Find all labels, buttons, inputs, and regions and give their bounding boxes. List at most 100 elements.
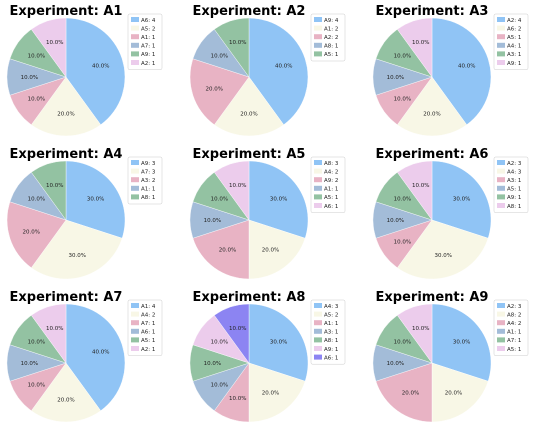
slice-percent-label: 10.0% <box>394 197 411 203</box>
slice-percent-label: 30.0% <box>453 340 470 346</box>
legend-swatch <box>314 194 322 200</box>
pie-slice <box>31 160 67 221</box>
pie-slice <box>31 76 101 137</box>
slice-percent-label: 10.0% <box>28 383 45 389</box>
slice-percent-label: 10.0% <box>21 361 38 367</box>
slice-percent-label: 10.0% <box>46 326 63 332</box>
pie-slice <box>65 303 126 412</box>
legend-swatch <box>314 203 322 208</box>
slice-percent-label: 10.0% <box>394 340 411 346</box>
pie-chart-panel: Experiment: A9 30.0% 20.0% 20.0% 10.0% 10.0% 1… <box>372 290 529 423</box>
slice-percent-label: 20.0% <box>445 391 462 397</box>
legend-entry: A8: 1 <box>324 338 338 344</box>
legend-entry: A1: 1 <box>507 330 521 336</box>
legend-swatch <box>314 185 322 191</box>
slice-percent-label: 10.0% <box>211 383 228 389</box>
slice-percent-label: 10.0% <box>211 340 228 346</box>
slice-percent-label: 10.0% <box>28 197 45 203</box>
slice-percent-label: 10.0% <box>387 361 404 367</box>
pie-slice <box>397 160 433 221</box>
legend-entry: A5: 1 <box>507 347 521 353</box>
legend-swatch <box>497 328 505 334</box>
chart-title: Experiment: A3 <box>376 4 489 19</box>
pie-slice <box>431 160 492 239</box>
pie-slice <box>397 303 433 364</box>
legend-swatch <box>131 160 139 165</box>
legend-swatch <box>131 51 139 57</box>
legend-entry: A4: 3 <box>507 169 522 175</box>
legend-entry: A5: 1 <box>141 338 155 344</box>
legend-swatch <box>131 320 139 326</box>
legend-swatch <box>314 320 322 326</box>
legend-entry: A6: 1 <box>324 204 338 210</box>
legend-swatch <box>131 42 139 48</box>
legend-swatch <box>497 60 505 65</box>
slice-percent-label: 10.0% <box>229 183 246 189</box>
chart-title: Experiment: A2 <box>193 4 306 19</box>
legend-entry: A6: 2 <box>507 26 521 32</box>
chart-title: Experiment: A8 <box>193 290 306 305</box>
legend-entry: A3: 1 <box>507 178 521 184</box>
legend-entry: A9: 3 <box>141 161 156 167</box>
pie-slice <box>65 160 126 239</box>
pie-chart-panel: Experiment: A4 30.0% 30.0% 20.0% 10.0% 10.0% A… <box>6 147 163 280</box>
pie-slice <box>397 219 489 280</box>
legend-swatch <box>314 328 322 334</box>
legend-swatch <box>497 51 505 57</box>
legend-swatch <box>497 34 505 40</box>
legend-entry: A5: 1 <box>507 35 521 41</box>
legend-swatch <box>314 311 322 317</box>
legend-entry: A7: 3 <box>141 169 156 175</box>
legend-entry: A6: 1 <box>141 330 155 336</box>
pie-chart-panel: Experiment: A2 40.0% 20.0% 20.0% 10.0% 10.0% A… <box>189 4 346 137</box>
pie-chart-panel: Experiment: A5 30.0% 20.0% 20.0% 10.0% 10.0% 1… <box>189 147 346 280</box>
pie-chart-panel: Experiment: A8 30.0% 20.0% 10.0% 10.0% 10.0% 1… <box>189 290 346 423</box>
slice-percent-label: 20.0% <box>402 391 419 397</box>
pie-slice <box>248 17 309 126</box>
legend-entry: A4: 2 <box>324 169 338 175</box>
slice-percent-label: 10.0% <box>28 54 45 60</box>
legend-entry: A8: 3 <box>324 161 339 167</box>
slice-percent-label: 10.0% <box>21 75 38 81</box>
legend-entry: A2: 1 <box>141 347 155 353</box>
legend-swatch <box>497 17 505 22</box>
legend-entry: A8: 1 <box>324 44 338 50</box>
legend-entry: A4: 2 <box>507 321 521 327</box>
legend-swatch <box>314 168 322 174</box>
slice-percent-label: 10.0% <box>28 340 45 346</box>
legend-entry: A1: 4 <box>141 304 156 310</box>
legend-swatch <box>131 311 139 317</box>
legend-swatch <box>497 168 505 174</box>
legend-swatch <box>131 34 139 40</box>
pie-slice <box>397 76 467 137</box>
legend-entry: A4: 2 <box>141 312 155 318</box>
legend-swatch <box>497 185 505 191</box>
slice-percent-label: 20.0% <box>57 398 74 404</box>
legend-swatch <box>314 160 322 165</box>
slice-percent-label: 30.0% <box>270 197 287 203</box>
slice-percent-label: 10.0% <box>46 40 63 46</box>
slice-percent-label: 20.0% <box>22 229 39 235</box>
legend-entry: A8: 1 <box>507 204 521 210</box>
slice-percent-label: 10.0% <box>46 183 63 189</box>
slice-percent-label: 10.0% <box>412 183 429 189</box>
legend-swatch <box>131 346 139 351</box>
legend-swatch <box>131 328 139 334</box>
slice-percent-label: 30.0% <box>435 253 452 259</box>
slice-percent-label: 30.0% <box>453 197 470 203</box>
legend-entry: A7: 1 <box>141 321 155 327</box>
legend-swatch <box>131 303 139 308</box>
slice-percent-label: 40.0% <box>458 64 475 70</box>
legend-entry: A5: 1 <box>324 195 338 201</box>
slice-percent-label: 40.0% <box>92 64 109 70</box>
pie-chart-panel: Experiment: A3 40.0% 20.0% 10.0% 10.0% 10.0% 1… <box>372 4 529 137</box>
legend-entry: A2: 3 <box>507 161 522 167</box>
pie-slice <box>248 303 309 382</box>
pie-slice <box>248 160 309 239</box>
pie-slice <box>397 17 433 78</box>
legend-swatch <box>314 34 322 40</box>
slice-percent-label: 20.0% <box>423 112 440 118</box>
pie-chart-panel: Experiment: A1 40.0% 20.0% 10.0% 10.0% 10.0% 1… <box>6 4 163 137</box>
pie-slice <box>248 219 306 280</box>
